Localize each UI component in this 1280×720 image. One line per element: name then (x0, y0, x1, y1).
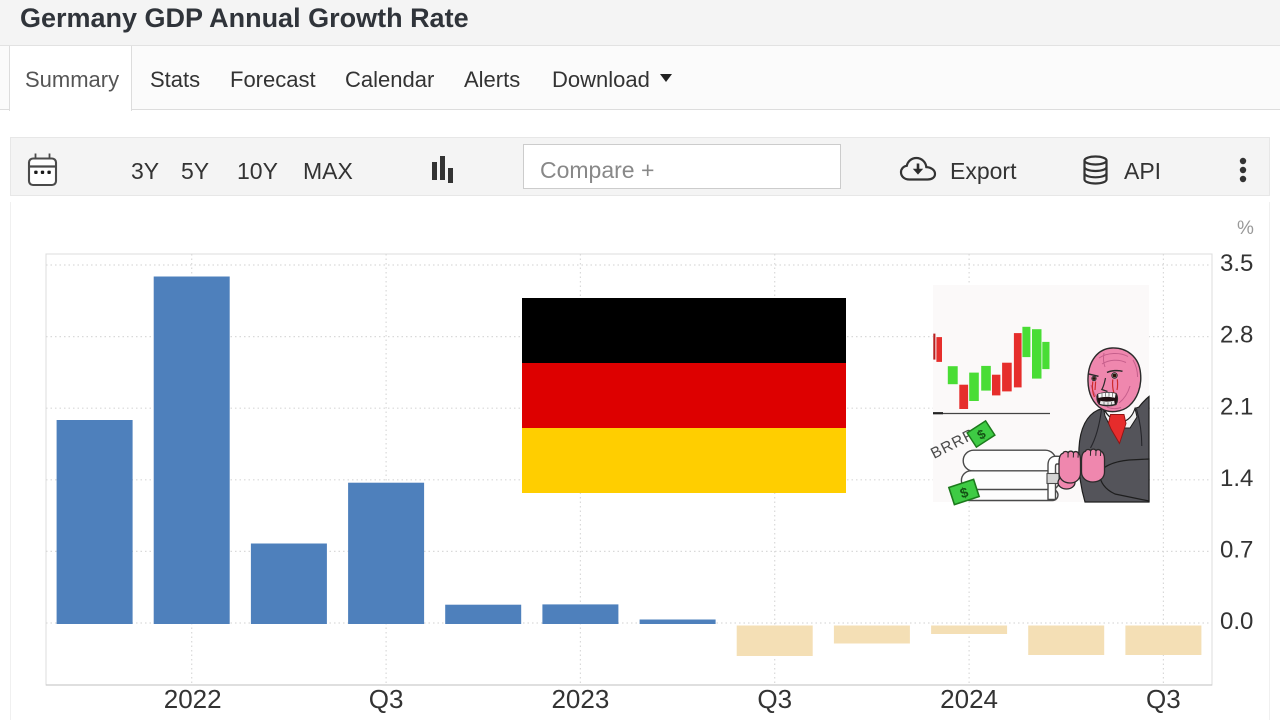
svg-text:1.4: 1.4 (1220, 465, 1253, 492)
svg-text:2022: 2022 (164, 684, 222, 714)
svg-text:%: % (1237, 218, 1254, 239)
svg-text:0.7: 0.7 (1220, 537, 1253, 564)
svg-text:3.5: 3.5 (1220, 250, 1253, 277)
svg-text:2023: 2023 (551, 684, 609, 714)
svg-text:0.0: 0.0 (1220, 608, 1253, 635)
svg-text:2024: 2024 (940, 684, 998, 714)
svg-text:2.8: 2.8 (1220, 322, 1253, 349)
svg-text:Q3: Q3 (1146, 684, 1181, 714)
svg-text:Q3: Q3 (757, 684, 792, 714)
svg-text:Q3: Q3 (369, 684, 404, 714)
svg-text:2.1: 2.1 (1220, 393, 1253, 420)
